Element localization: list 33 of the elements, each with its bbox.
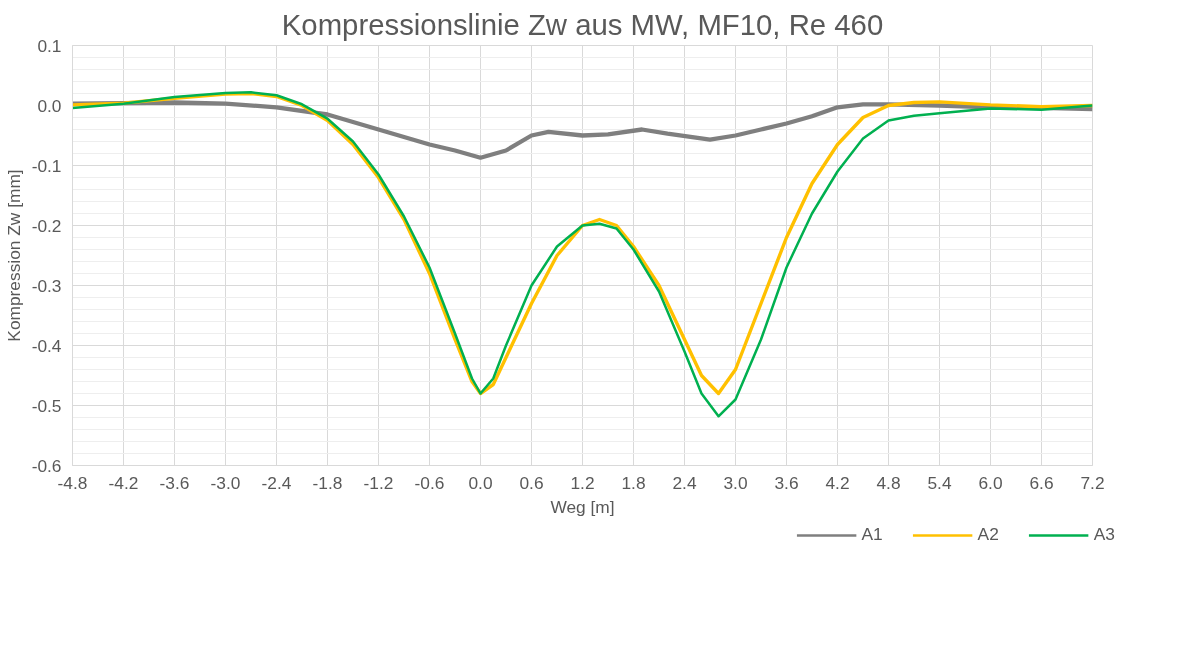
x-tick-label: -3.6 — [159, 472, 190, 493]
y-tick-label: 0.0 — [37, 95, 62, 116]
legend-label: A2 — [977, 524, 999, 545]
x-tick-label: -1.8 — [312, 472, 343, 493]
y-tick-label: -0.1 — [31, 155, 62, 176]
x-tick-label: 6.6 — [1029, 472, 1054, 493]
x-tick-label: 3.0 — [723, 472, 748, 493]
y-tick-label: 0.1 — [37, 35, 62, 56]
chart-title: Kompressionslinie Zw aus MW, MF10, Re 460 — [281, 7, 884, 41]
x-tick-label: -2.4 — [261, 472, 292, 493]
y-tick-label: -0.4 — [31, 335, 62, 356]
x-tick-label: -0.6 — [414, 472, 445, 493]
y-tick-label: -0.5 — [31, 395, 62, 416]
x-tick-label: 3.6 — [774, 472, 799, 493]
x-tick-label: -3.0 — [210, 472, 241, 493]
x-tick-label: -4.2 — [108, 472, 139, 493]
x-tick-label: 2.4 — [672, 472, 697, 493]
x-tick-label: -1.2 — [363, 472, 394, 493]
y-tick-label: -0.2 — [31, 215, 62, 236]
x-tick-label: 6.0 — [978, 472, 1003, 493]
legend-label: A3 — [1093, 524, 1115, 545]
x-tick-label: 4.2 — [825, 472, 850, 493]
x-axis-title: Weg [m] — [550, 496, 615, 517]
x-tick-label: 1.8 — [621, 472, 646, 493]
legend-label: A1 — [861, 524, 883, 545]
x-tick-label: 0.0 — [468, 472, 493, 493]
y-axis-title: Kompression Zw [mm] — [3, 169, 24, 342]
x-tick-label: 4.8 — [876, 472, 901, 493]
x-tick-label: 0.6 — [519, 472, 544, 493]
x-tick-label: 5.4 — [927, 472, 952, 493]
x-tick-label: 7.2 — [1080, 472, 1105, 493]
y-tick-label: -0.3 — [31, 275, 62, 296]
x-tick-label: 1.2 — [570, 472, 595, 493]
